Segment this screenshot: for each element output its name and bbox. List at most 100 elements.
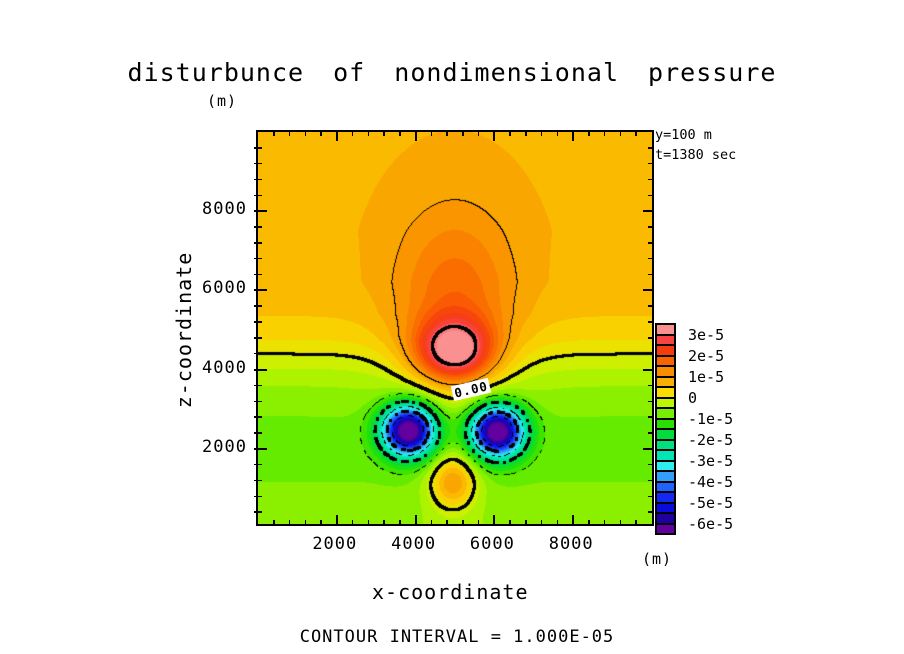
slice-annotations: y=100 m t=1380 sec [655, 125, 736, 165]
colorbar-tick-label: -1e-5 [688, 409, 734, 428]
x-tick-top [367, 132, 370, 136]
x-tick-bottom [414, 515, 417, 524]
x-tick-bottom [446, 520, 448, 524]
z-tick-left [254, 479, 262, 482]
z-tick-left [254, 242, 262, 244]
x-tick-bottom [351, 520, 354, 524]
z-tick-left [254, 162, 262, 165]
colorbar-cell [657, 367, 674, 376]
colorbar-cell [657, 440, 674, 449]
z-tick-right [648, 511, 652, 513]
x-tick-top [556, 132, 559, 136]
colorbar-tick-label: 2e-5 [688, 346, 725, 365]
z-tick-right [648, 321, 652, 323]
z-tick-left [254, 226, 262, 228]
colorbar-cell [657, 461, 674, 470]
z-tick-right [648, 226, 652, 228]
z-tick-left [254, 321, 262, 323]
z-tick-left [254, 368, 267, 371]
z-tick-right [648, 479, 652, 482]
z-axis-title: z-coordinate [172, 251, 196, 409]
z-tick-left [254, 305, 262, 307]
x-tick-label: 4000 [391, 534, 437, 554]
x-tick-bottom [588, 520, 590, 524]
x-tick-label: 2000 [312, 534, 358, 554]
colorbar-cell [657, 493, 674, 502]
colorbar-tick-label: -5e-5 [688, 493, 734, 512]
x-tick-top [603, 132, 606, 136]
x-tick-bottom [288, 520, 291, 524]
colorbar-cell [657, 419, 674, 428]
z-tick-right [648, 162, 652, 165]
z-tick-left [254, 352, 262, 355]
z-tick-right [648, 273, 652, 276]
slice-t-annotation: t=1380 sec [655, 147, 737, 163]
z-tick-label: 2000 [202, 436, 247, 457]
z-tick-right [648, 257, 652, 260]
colorbar-cell [657, 325, 674, 334]
z-tick-left [254, 495, 262, 498]
x-tick-top [493, 132, 496, 141]
z-tick-right [643, 210, 652, 213]
x-tick-bottom [619, 520, 622, 524]
z-tick-left [254, 511, 262, 513]
colorbar-tick-label: -4e-5 [688, 472, 734, 491]
z-tick-right [648, 337, 652, 339]
x-tick-bottom [462, 520, 464, 524]
slice-y-annotation: y=100 m [655, 127, 712, 143]
colorbar-cell [657, 514, 674, 523]
x-tick-top [414, 132, 417, 141]
x-tick-top [351, 132, 354, 136]
x-tick-top [430, 132, 433, 136]
z-tick-right [648, 400, 652, 402]
colorbar-cell [657, 335, 674, 344]
x-tick-bottom [635, 520, 637, 524]
z-tick-left [254, 432, 262, 434]
x-tick-bottom [335, 515, 338, 524]
colorbar-tick-label: -6e-5 [688, 514, 734, 533]
z-tick-left [254, 289, 267, 292]
colorbar-tick-label: 3e-5 [688, 325, 725, 344]
x-tick-bottom [430, 520, 433, 524]
z-tick-right [648, 463, 652, 466]
colorbar-cell [657, 503, 674, 512]
z-tick-right [648, 384, 652, 387]
x-tick-bottom [556, 520, 559, 524]
z-tick-left [254, 210, 267, 213]
z-tick-left [254, 337, 262, 339]
x-tick-bottom [477, 520, 480, 524]
x-tick-bottom [367, 520, 370, 524]
z-tick-right [648, 432, 652, 434]
z-tick-left [254, 273, 262, 276]
x-axis-title: x-coordinate [372, 580, 529, 604]
x-tick-top [288, 132, 291, 136]
colorbar-tick-label: -2e-5 [688, 430, 734, 449]
x-tick-bottom [493, 515, 496, 524]
colorbar-cell [657, 430, 674, 439]
z-tick-right [648, 147, 652, 149]
colorbar-cell [657, 409, 674, 418]
contour-field-canvas [258, 132, 652, 524]
z-tick-right [648, 352, 652, 355]
colorbar-cell [657, 451, 674, 460]
x-tick-top [509, 132, 511, 136]
x-tick-top [446, 132, 448, 136]
x-tick-bottom [399, 520, 401, 524]
z-tick-right [648, 242, 652, 244]
x-axis-unit: (m) [642, 550, 673, 568]
z-tick-right [643, 447, 652, 450]
plot-area: 0.00 [254, 130, 654, 526]
x-tick-top [635, 132, 637, 136]
x-tick-bottom [273, 520, 275, 524]
x-tick-bottom [603, 520, 606, 524]
x-tick-top [588, 132, 590, 136]
z-tick-left [254, 416, 262, 418]
x-tick-top [273, 132, 275, 136]
contour-interval-caption: CONTOUR INTERVAL = 1.000E-05 [299, 627, 615, 647]
z-tick-label: 6000 [202, 278, 247, 299]
x-tick-top [335, 132, 338, 141]
colorbar-cell [657, 524, 674, 533]
chart-title: disturbunce of nondimensional pressure [127, 58, 777, 87]
z-tick-right [648, 178, 652, 181]
x-tick-bottom [509, 520, 511, 524]
